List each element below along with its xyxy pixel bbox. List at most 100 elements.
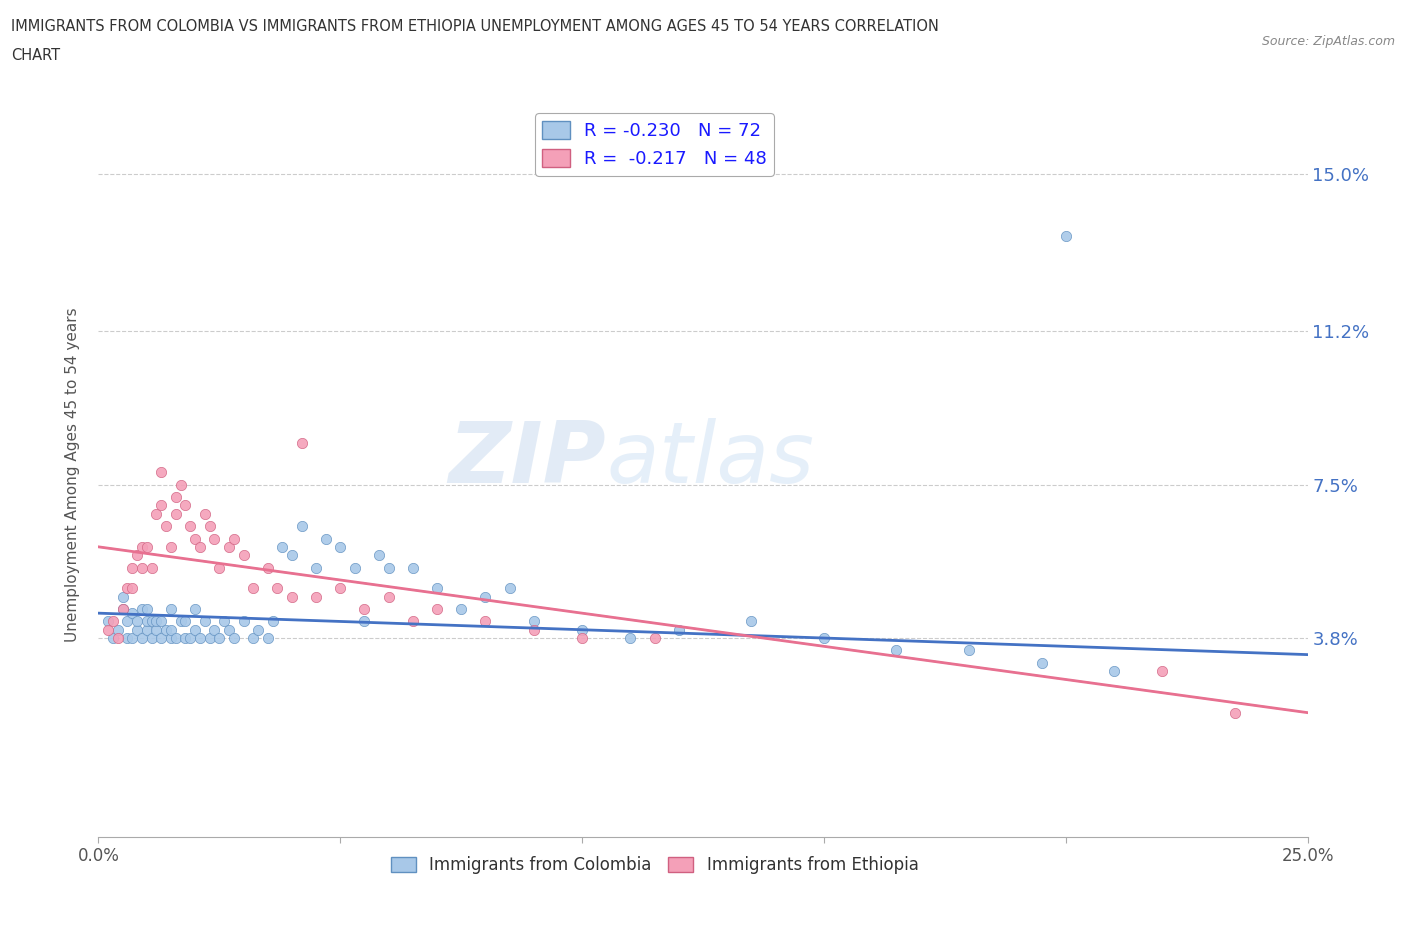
- Point: [353, 614, 375, 629]
- Text: ZIP: ZIP: [449, 418, 606, 501]
- Point: [571, 622, 593, 637]
- Point: [426, 602, 449, 617]
- Point: [155, 519, 177, 534]
- Point: [165, 490, 187, 505]
- Text: Source: ZipAtlas.com: Source: ZipAtlas.com: [1261, 35, 1395, 48]
- Point: [218, 539, 240, 554]
- Point: [107, 631, 129, 645]
- Point: [184, 602, 207, 617]
- Point: [204, 531, 226, 546]
- Text: CHART: CHART: [11, 48, 60, 63]
- Point: [131, 602, 153, 617]
- Point: [169, 614, 191, 629]
- Point: [141, 631, 163, 645]
- Point: [305, 560, 328, 575]
- Point: [150, 465, 173, 480]
- Point: [262, 614, 284, 629]
- Point: [150, 631, 173, 645]
- Point: [426, 581, 449, 596]
- Point: [111, 589, 134, 604]
- Point: [242, 581, 264, 596]
- Point: [498, 581, 520, 596]
- Point: [1102, 664, 1125, 679]
- Point: [150, 614, 173, 629]
- Point: [101, 614, 124, 629]
- Point: [179, 519, 201, 534]
- Point: [121, 631, 143, 645]
- Point: [222, 631, 245, 645]
- Point: [174, 498, 197, 512]
- Point: [174, 614, 197, 629]
- Point: [131, 539, 153, 554]
- Point: [315, 531, 337, 546]
- Point: [212, 614, 235, 629]
- Point: [1152, 664, 1174, 679]
- Point: [329, 539, 352, 554]
- Point: [271, 539, 294, 554]
- Point: [232, 548, 254, 563]
- Point: [343, 560, 366, 575]
- Point: [188, 631, 211, 645]
- Point: [121, 605, 143, 620]
- Point: [184, 622, 207, 637]
- Point: [135, 622, 157, 637]
- Point: [174, 631, 197, 645]
- Point: [160, 602, 183, 617]
- Point: [131, 631, 153, 645]
- Point: [450, 602, 472, 617]
- Point: [127, 548, 149, 563]
- Point: [368, 548, 391, 563]
- Point: [353, 602, 375, 617]
- Point: [256, 560, 278, 575]
- Point: [668, 622, 690, 637]
- Point: [141, 560, 163, 575]
- Point: [218, 622, 240, 637]
- Point: [107, 622, 129, 637]
- Point: [208, 560, 231, 575]
- Point: [160, 631, 183, 645]
- Point: [127, 614, 149, 629]
- Point: [97, 614, 120, 629]
- Point: [131, 560, 153, 575]
- Point: [290, 436, 312, 451]
- Point: [165, 506, 187, 521]
- Point: [97, 622, 120, 637]
- Point: [957, 643, 980, 658]
- Point: [160, 539, 183, 554]
- Point: [135, 602, 157, 617]
- Point: [145, 622, 167, 637]
- Point: [117, 631, 139, 645]
- Legend: Immigrants from Colombia, Immigrants from Ethiopia: Immigrants from Colombia, Immigrants fro…: [384, 850, 925, 881]
- Point: [474, 614, 496, 629]
- Point: [266, 581, 288, 596]
- Point: [194, 506, 217, 521]
- Point: [160, 622, 183, 637]
- Point: [247, 622, 270, 637]
- Point: [184, 531, 207, 546]
- Text: IMMIGRANTS FROM COLOMBIA VS IMMIGRANTS FROM ETHIOPIA UNEMPLOYMENT AMONG AGES 45 : IMMIGRANTS FROM COLOMBIA VS IMMIGRANTS F…: [11, 19, 939, 33]
- Point: [222, 531, 245, 546]
- Point: [619, 631, 641, 645]
- Point: [740, 614, 762, 629]
- Point: [145, 614, 167, 629]
- Point: [232, 614, 254, 629]
- Point: [204, 622, 226, 637]
- Point: [101, 631, 124, 645]
- Point: [256, 631, 278, 645]
- Point: [813, 631, 835, 645]
- Point: [127, 622, 149, 637]
- Point: [523, 622, 546, 637]
- Point: [1054, 229, 1077, 244]
- Point: [474, 589, 496, 604]
- Point: [155, 622, 177, 637]
- Point: [194, 614, 217, 629]
- Point: [145, 506, 167, 521]
- Point: [198, 519, 221, 534]
- Point: [571, 631, 593, 645]
- Point: [644, 631, 666, 645]
- Point: [111, 602, 134, 617]
- Point: [377, 560, 399, 575]
- Point: [141, 614, 163, 629]
- Point: [135, 539, 157, 554]
- Point: [150, 498, 173, 512]
